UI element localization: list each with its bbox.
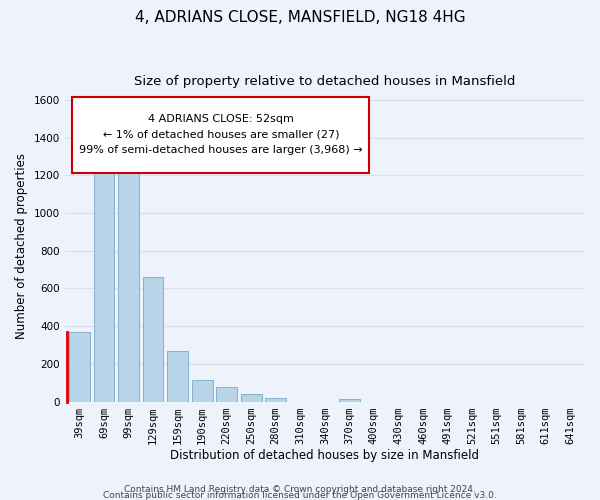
FancyBboxPatch shape	[73, 97, 369, 173]
Text: Contains HM Land Registry data © Crown copyright and database right 2024.: Contains HM Land Registry data © Crown c…	[124, 484, 476, 494]
Bar	[339, 399, 360, 402]
Bar	[94, 166, 115, 402]
Bar	[191, 380, 212, 402]
Bar	[167, 350, 188, 402]
Title: Size of property relative to detached houses in Mansfield: Size of property relative to detached ho…	[134, 75, 515, 88]
Bar	[265, 398, 286, 402]
Text: 4, ADRIANS CLOSE, MANSFIELD, NG18 4HG: 4, ADRIANS CLOSE, MANSFIELD, NG18 4HG	[134, 10, 466, 25]
Text: 4 ADRIANS CLOSE: 52sqm
← 1% of detached houses are smaller (27)
99% of semi-deta: 4 ADRIANS CLOSE: 52sqm ← 1% of detached …	[79, 114, 362, 156]
Bar	[118, 174, 139, 402]
X-axis label: Distribution of detached houses by size in Mansfield: Distribution of detached houses by size …	[170, 450, 479, 462]
Bar	[216, 388, 237, 402]
Bar	[241, 394, 262, 402]
Y-axis label: Number of detached properties: Number of detached properties	[15, 153, 28, 339]
Text: Contains public sector information licensed under the Open Government Licence v3: Contains public sector information licen…	[103, 490, 497, 500]
Bar	[143, 277, 163, 402]
Bar	[69, 332, 90, 402]
